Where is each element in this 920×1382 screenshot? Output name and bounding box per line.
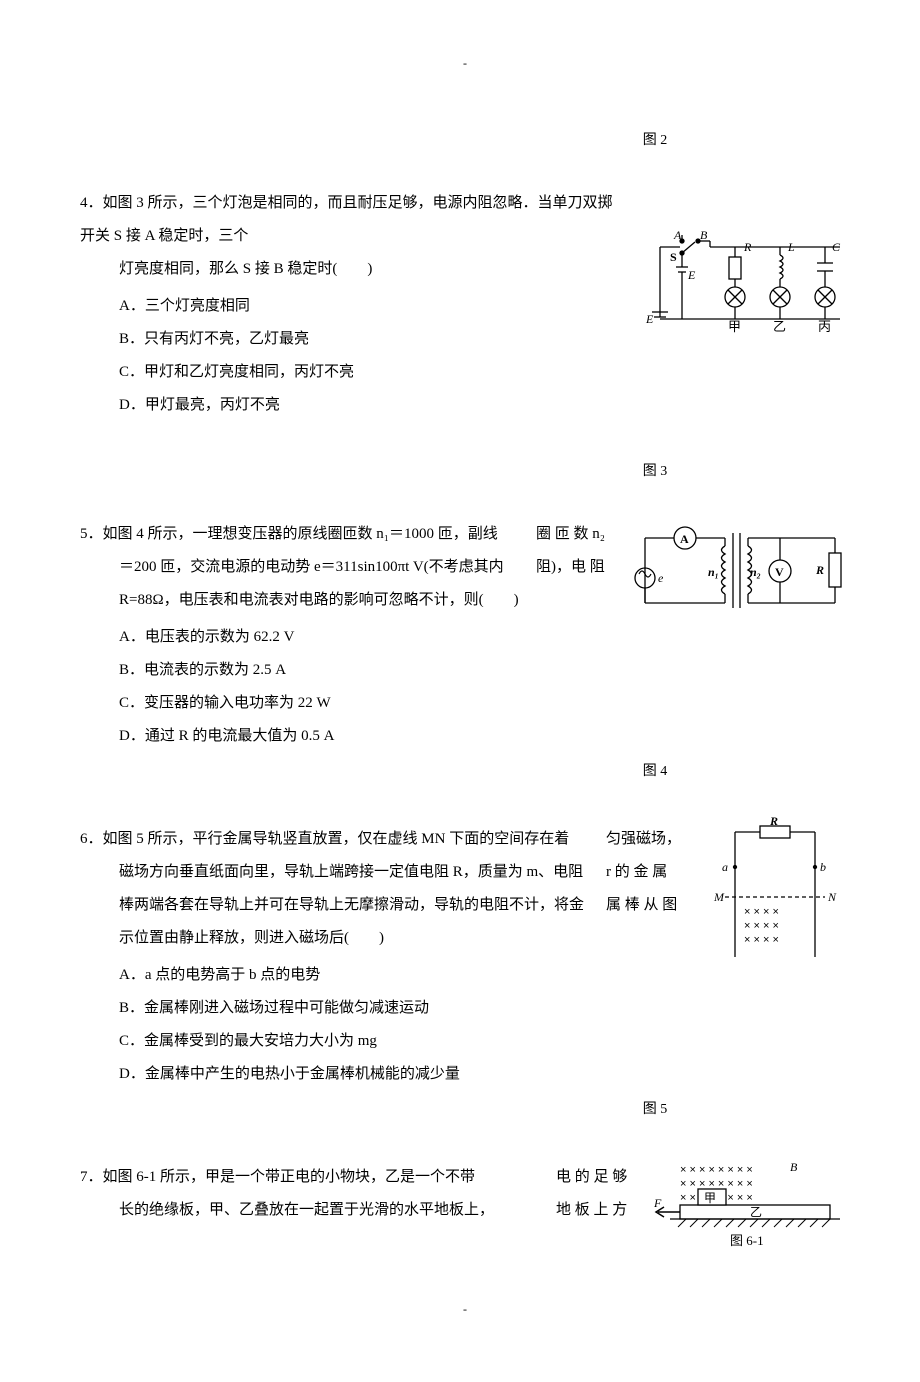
svg-text:a: a <box>722 860 728 874</box>
q7-num: 7． <box>80 1169 103 1185</box>
q7-figure: × × × × × × × × × × × × × × × × × × × × … <box>650 1157 850 1252</box>
svg-text:N: N <box>827 890 837 904</box>
svg-text:b: b <box>820 860 826 874</box>
q4-figure: A B S E E R L C 甲 乙 丙 <box>640 227 850 337</box>
question-6: × × × × × × × × × × × × R a b M N 匀强磁场， … <box>80 823 850 1126</box>
svg-text:V: V <box>775 565 784 579</box>
svg-text:丙: 丙 <box>818 319 831 334</box>
svg-text:A: A <box>673 228 682 242</box>
q5-options: A．电压表的示数为 62.2 V B．电流表的示数为 2.5 A C．变压器的输… <box>80 621 850 753</box>
q6-right-col: 匀强磁场， r 的 金 属 属 棒 从 图 <box>606 823 686 922</box>
fig2-label: 图 2 <box>80 126 850 157</box>
svg-text:E: E <box>687 268 696 282</box>
q5-opt-b: B．电流表的示数为 2.5 A <box>119 654 850 687</box>
svg-text:E: E <box>645 312 654 326</box>
svg-text:× × × ×: × × × × <box>744 920 779 932</box>
svg-text:B: B <box>790 1160 798 1174</box>
svg-text:× × × ×: × × × × <box>744 934 779 946</box>
q5-opt-d: D．通过 R 的电流最大值为 0.5 A <box>119 720 850 753</box>
svg-text:L: L <box>787 240 795 254</box>
q5-right-col: 圈 匝 数 n₂ 阻)，电 阻 <box>536 518 616 584</box>
svg-text:F: F <box>653 1196 662 1210</box>
q4-opt-d: D．甲灯最亮，丙灯不亮 <box>119 389 850 422</box>
svg-text:M: M <box>713 890 725 904</box>
q6-num: 6． <box>80 831 103 847</box>
fig4-label: 图 4 <box>80 757 850 788</box>
svg-text:× × × ×: × × × × <box>744 906 779 918</box>
fig3-label: 图 3 <box>80 457 850 488</box>
question-5: A V e n₁ n₂ R 圈 匝 数 n₂ 阻)，电 阻 5．如图 4 所示，… <box>80 518 850 788</box>
svg-text:图 6-1: 图 6-1 <box>730 1233 764 1248</box>
q5-figure: A V e n₁ n₂ R <box>630 518 850 628</box>
q6-opt-b: B．金属棒刚进入磁场过程中可能做匀减速运动 <box>119 992 850 1025</box>
svg-text:n₁: n₁ <box>708 565 719 579</box>
q7-diagram-svg: × × × × × × × × × × × × × × × × × × × × … <box>650 1157 850 1252</box>
svg-text:乙: 乙 <box>750 1205 762 1219</box>
q6-opt-d: D．金属棒中产生的电热小于金属棒机械能的减少量 <box>119 1058 850 1091</box>
svg-text:× × × × × × × ×: × × × × × × × × <box>680 1164 753 1176</box>
svg-text:R: R <box>769 817 778 828</box>
q5-num: 5． <box>80 526 103 542</box>
svg-text:n₂: n₂ <box>750 565 761 579</box>
q6-options: A．a 点的电势高于 b 点的电势 B．金属棒刚进入磁场过程中可能做匀减速运动 … <box>80 959 850 1091</box>
q5-circuit-svg: A V e n₁ n₂ R <box>630 518 850 628</box>
q4-circuit-svg: A B S E E R L C 甲 乙 丙 <box>640 227 850 337</box>
svg-text:e: e <box>658 571 664 585</box>
q6-figure: × × × × × × × × × × × × R a b M N <box>700 817 850 967</box>
svg-text:甲: 甲 <box>704 1191 716 1205</box>
top-dash: - <box>80 50 850 76</box>
svg-text:R: R <box>815 563 824 577</box>
svg-text:A: A <box>680 532 689 546</box>
question-7: × × × × × × × × × × × × × × × × × × × × … <box>80 1161 850 1256</box>
bottom-dash: - <box>80 1296 850 1322</box>
svg-text:甲: 甲 <box>728 319 741 334</box>
svg-text:× × × × × × × ×: × × × × × × × × <box>680 1178 753 1190</box>
q4-num: 4． <box>80 195 103 211</box>
q7-right-col: 电 的 足 够 地 板 上 方 <box>556 1161 636 1227</box>
question-4: A B S E E R L C 甲 乙 丙 4．如图 3 所示，三个灯泡是相同的… <box>80 187 850 422</box>
svg-text:B: B <box>700 228 708 242</box>
svg-text:S: S <box>670 250 677 264</box>
svg-text:乙: 乙 <box>773 319 786 334</box>
q6-opt-c: C．金属棒受到的最大安培力大小为 mg <box>119 1025 850 1058</box>
svg-text:R: R <box>743 240 752 254</box>
q5-opt-c: C．变压器的输入电功率为 22 W <box>119 687 850 720</box>
svg-text:C: C <box>832 240 841 254</box>
fig5-label: 图 5 <box>80 1095 850 1126</box>
q6-circuit-svg: × × × × × × × × × × × × R a b M N <box>700 817 850 967</box>
q4-opt-c: C．甲灯和乙灯亮度相同，丙灯不亮 <box>119 356 850 389</box>
